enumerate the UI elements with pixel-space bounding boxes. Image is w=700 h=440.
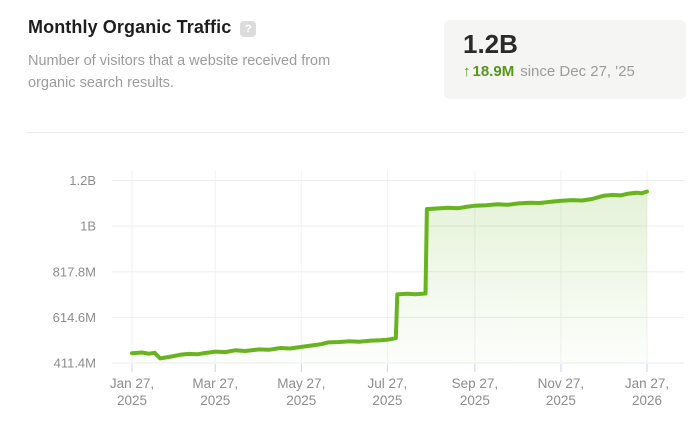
metric-description-line2: organic search results. (28, 75, 174, 91)
stat-current-value: 1.2B (463, 29, 518, 59)
up-arrow-icon: ↑ (463, 63, 471, 80)
header-row: Monthly Organic Traffic ? (28, 17, 257, 38)
x-axis-label: Jul 27, (367, 376, 407, 391)
x-axis-label: Nov 27, (538, 376, 585, 391)
x-axis-label: 2025 (200, 393, 230, 408)
metric-description: Number of visitors that a website receiv… (28, 50, 388, 94)
page-title: Monthly Organic Traffic (28, 17, 232, 37)
x-axis-label: 2025 (460, 393, 490, 408)
stat-delta-value: 18.9M (472, 63, 515, 80)
x-axis-label: 2025 (546, 393, 576, 408)
traffic-line (130, 189, 649, 361)
stat-delta-row: ↑ 18.9M since Dec 27, '25 (463, 63, 668, 80)
x-axis-label: May 27, (277, 376, 325, 391)
x-axis-label: 2025 (286, 393, 316, 408)
help-icon[interactable]: ? (240, 20, 257, 37)
x-axis-label: 2025 (372, 393, 402, 408)
metric-description-line1: Number of visitors that a website receiv… (28, 53, 331, 69)
y-axis-label: 817.8M (53, 264, 96, 279)
x-axis-label: 2025 (117, 393, 147, 408)
traffic-area-fill (132, 191, 647, 363)
x-axis-label: Sep 27, (452, 376, 499, 391)
x-axis-label: Jan 27, (625, 376, 669, 391)
y-axis-label: 1B (80, 219, 96, 234)
summary-stat-box: 1.2B ↑ 18.9M since Dec 27, '25 (444, 20, 686, 99)
y-axis-label: 411.4M (54, 356, 96, 371)
stat-since-label: since Dec 27, '25 (520, 63, 635, 80)
x-axis-label: Mar 27, (192, 376, 238, 391)
header-divider (26, 132, 684, 133)
x-axis-label: 2026 (632, 393, 662, 408)
y-axis-label: 1.2B (69, 173, 96, 188)
x-axis-label: Jan 27, (110, 376, 154, 391)
y-axis-label: 614.6M (53, 310, 96, 325)
